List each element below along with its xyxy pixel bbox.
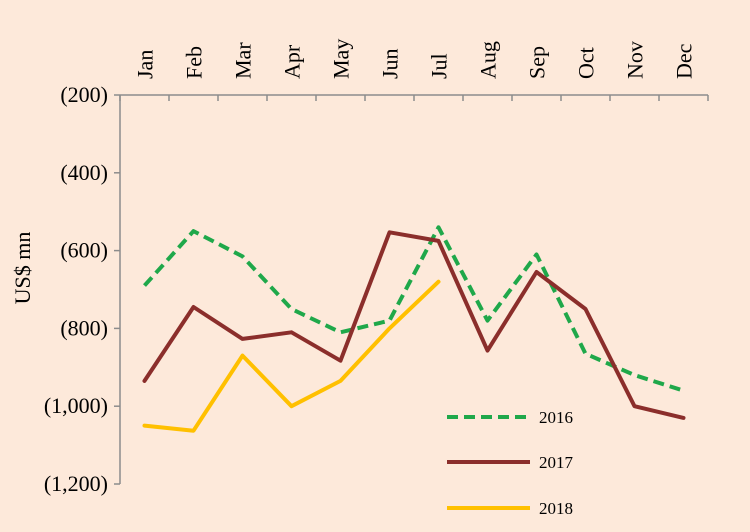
- y-tick-label: (800): [60, 315, 108, 340]
- y-tick-label: (1,000): [44, 393, 108, 418]
- x-tick-label: Sep: [525, 46, 550, 79]
- y-axis-label: US$ mn: [10, 232, 35, 305]
- x-tick-label: Apr: [280, 44, 305, 79]
- x-tick-label: Jan: [133, 50, 158, 79]
- series-line-2017: [142, 230, 686, 420]
- legend-label-2018: 2018: [539, 499, 573, 518]
- y-tick-label: (600): [60, 238, 108, 263]
- axes-layer: (200) (400) (600) (800) (1,000) (1,200) Jan Feb…: [44, 39, 709, 496]
- x-tick-label: Jun: [378, 48, 403, 79]
- x-tick-label: Nov: [623, 41, 648, 79]
- x-tick-label: May: [329, 39, 354, 79]
- y-tick-label: (400): [60, 160, 108, 185]
- x-tick-label: Jul: [427, 53, 452, 79]
- series-line-2016: [143, 225, 685, 393]
- y-tick-label: (200): [60, 82, 108, 107]
- x-tick-label: Oct: [574, 47, 599, 79]
- series-layer: [142, 225, 686, 433]
- legend-label-2016: 2016: [539, 408, 573, 427]
- legend: 2016 2017 2018: [447, 408, 574, 518]
- x-tick-label: Dec: [672, 43, 697, 79]
- x-tick-label: Feb: [182, 46, 207, 79]
- x-tick-label: Aug: [476, 41, 501, 79]
- y-tick-label: (1,200): [44, 471, 108, 496]
- x-tick-label: Mar: [231, 42, 256, 79]
- legend-label-2017: 2017: [539, 453, 574, 472]
- series-line-2018: [142, 279, 441, 433]
